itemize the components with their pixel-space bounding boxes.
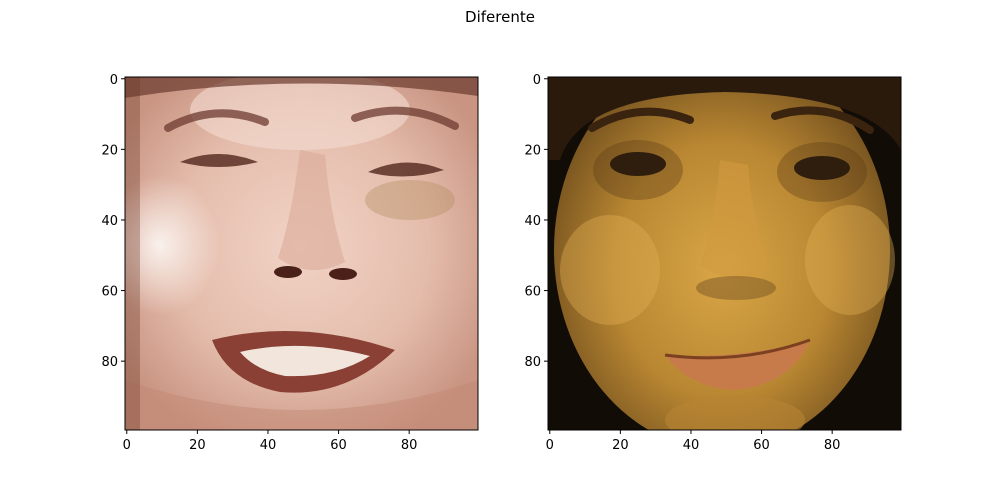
right-face-xtick-label: 0 bbox=[546, 438, 554, 453]
right-face-xtick-label: 60 bbox=[753, 438, 770, 453]
left-face-right-nostril bbox=[329, 268, 357, 280]
right-face-left-eye-socket bbox=[593, 140, 683, 200]
right-panel: 0 20 40 60 80 0 20 40 60 80 bbox=[524, 73, 902, 453]
right-face-chin bbox=[665, 395, 805, 430]
left-face-xtick-label: 0 bbox=[123, 438, 131, 453]
right-axes-frame bbox=[547, 76, 902, 431]
right-face-ytick-label: 20 bbox=[524, 143, 541, 158]
left-face-cheek-highlight bbox=[125, 175, 220, 315]
right-face-ytick-label: 40 bbox=[524, 214, 541, 229]
right-face-nose bbox=[700, 160, 770, 279]
right-face-right-eye-socket bbox=[777, 142, 867, 202]
right-axis-ticks: 0 20 40 60 80 0 20 40 60 80 bbox=[524, 73, 840, 453]
left-face-eye-shadow bbox=[365, 180, 455, 220]
left-axes-frame bbox=[124, 76, 479, 431]
left-face-left-eyebrow bbox=[164, 109, 269, 132]
left-face-left-edge-shadow bbox=[125, 77, 140, 430]
left-face-ytick-label: 40 bbox=[101, 214, 118, 229]
left-face-left-eye bbox=[180, 154, 258, 167]
left-face-nose bbox=[278, 150, 345, 271]
left-face-xtick-label: 60 bbox=[330, 438, 347, 453]
left-face-forehead-highlight bbox=[190, 77, 410, 150]
left-axis-ticks: 0 20 40 60 80 0 20 40 60 80 bbox=[101, 73, 417, 453]
left-face-xtick-label: 40 bbox=[260, 438, 277, 453]
right-face-xtick-label: 40 bbox=[683, 438, 700, 453]
right-face-right-eye bbox=[794, 156, 850, 180]
left-face-jaw-shadow bbox=[125, 380, 478, 430]
left-face-left-nostril bbox=[274, 266, 302, 278]
right-face-cheek-right bbox=[805, 205, 895, 315]
right-face-ytick-label: 0 bbox=[533, 73, 541, 88]
figure-title: Diferente bbox=[465, 8, 535, 26]
right-face-xtick-label: 80 bbox=[824, 438, 841, 453]
right-face-ytick-label: 80 bbox=[524, 355, 541, 370]
left-face-xtick-label: 80 bbox=[401, 438, 418, 453]
left-face-right-eye bbox=[368, 162, 444, 177]
right-face-right-eyebrow bbox=[771, 106, 874, 134]
left-face-ytick-label: 80 bbox=[101, 355, 118, 370]
left-face-hair bbox=[125, 77, 478, 98]
right-face-cheek-left bbox=[560, 215, 660, 325]
left-panel: 0 20 40 60 80 0 20 40 60 80 bbox=[101, 73, 479, 453]
left-face-ytick-label: 60 bbox=[101, 285, 118, 300]
right-face-ytick-label: 60 bbox=[524, 285, 541, 300]
left-face-ytick-label: 0 bbox=[110, 73, 118, 88]
right-face-xtick-label: 20 bbox=[612, 438, 629, 453]
right-face-mouth bbox=[665, 340, 810, 390]
right-face-left-eye bbox=[610, 152, 666, 176]
right-face-lip-line bbox=[664, 338, 811, 360]
right-face-image bbox=[548, 77, 901, 430]
left-face-xtick-label: 20 bbox=[189, 438, 206, 453]
left-face-ytick-label: 20 bbox=[101, 143, 118, 158]
left-face-right-eyebrow bbox=[351, 106, 459, 130]
left-face-teeth bbox=[240, 345, 370, 377]
right-face-hair bbox=[548, 77, 901, 160]
right-face-nose-shadow bbox=[696, 276, 776, 300]
right-face-left-eyebrow bbox=[588, 107, 694, 132]
left-face-image bbox=[125, 77, 478, 430]
